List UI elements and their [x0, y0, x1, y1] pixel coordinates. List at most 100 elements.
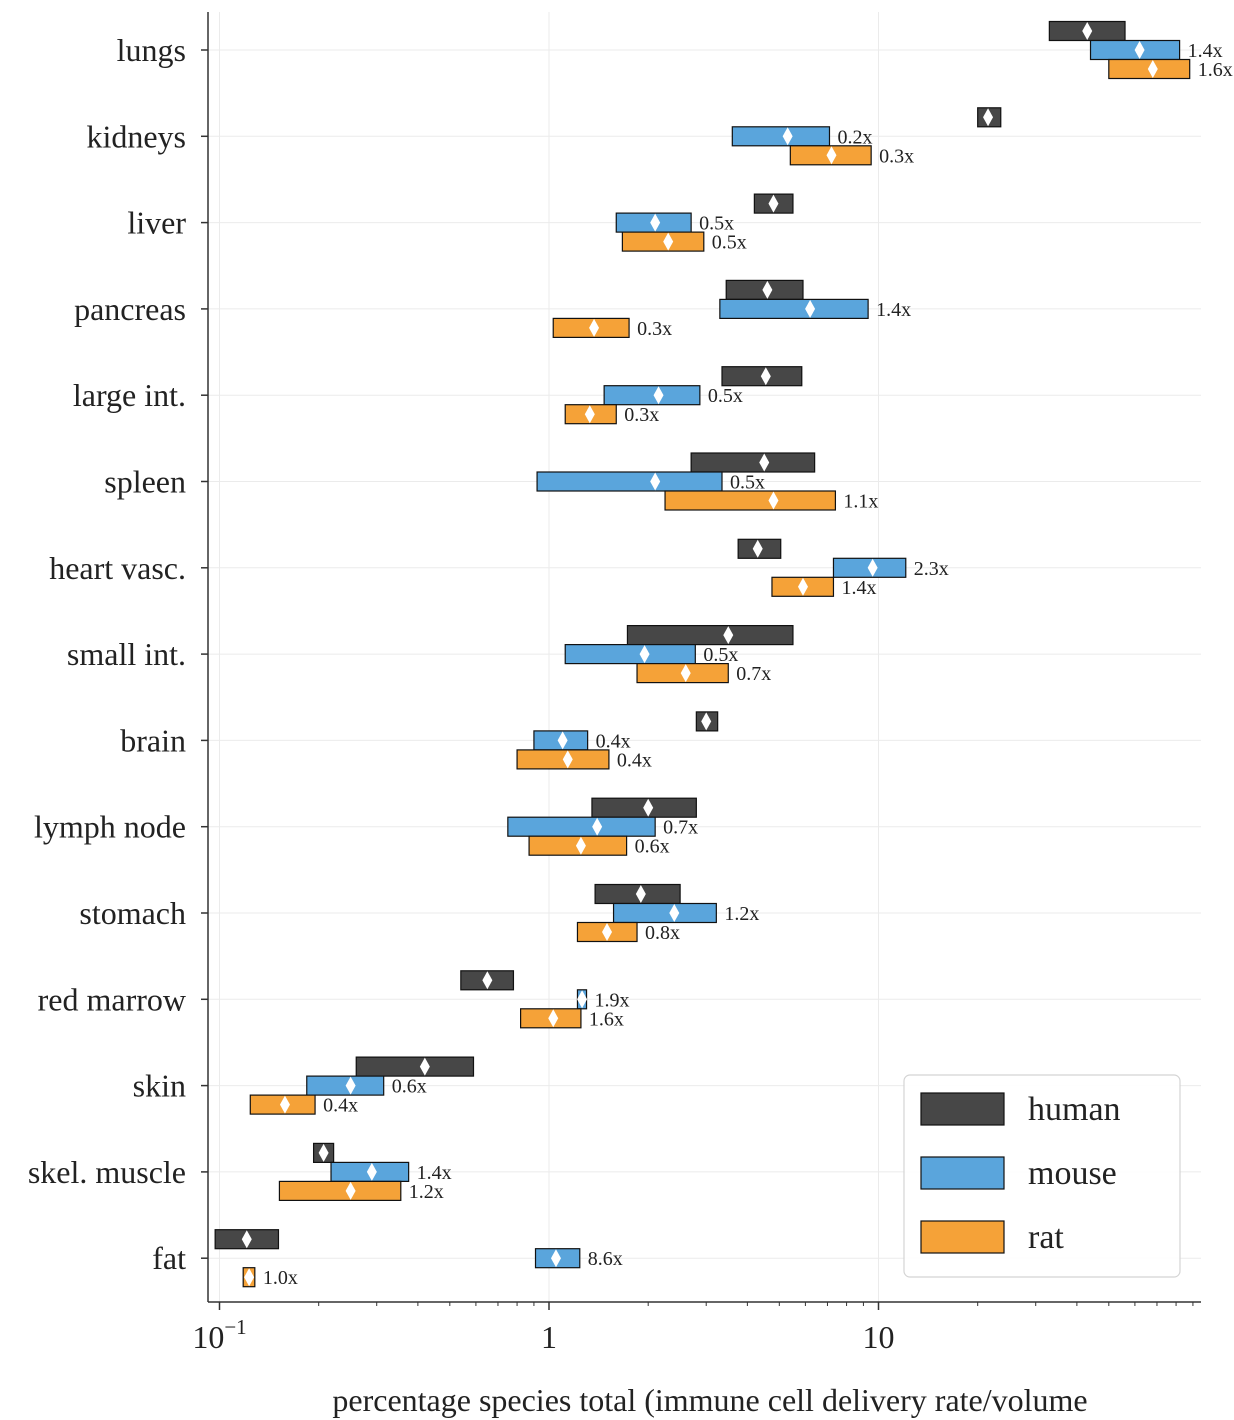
mouse-range-bar [536, 471, 723, 492]
mouse-ratio-label: 1.9x [595, 989, 630, 1011]
human-median-marker [752, 539, 763, 558]
y-tick-label: lungs [117, 32, 186, 68]
rat-ratio-label: 0.7x [736, 663, 771, 685]
human-median-marker [643, 798, 654, 817]
mouse-range-bar [306, 1075, 385, 1096]
human-median-marker [762, 280, 773, 299]
rat-median-marker [548, 1009, 559, 1028]
legend-label-rat: rat [1028, 1219, 1064, 1256]
rat-ratio-label: 1.1x [843, 491, 878, 513]
rat-median-marker [244, 1268, 255, 1287]
legend-swatch-human [920, 1092, 1005, 1126]
mouse-ratio-label: 0.6x [392, 1076, 427, 1098]
human-range-bar [355, 1056, 475, 1077]
rat-range-bar [278, 1180, 402, 1202]
mouse-ratio-label: 2.3x [914, 558, 949, 580]
mouse-median-marker [1134, 41, 1145, 59]
x-tick-label: 10 [863, 1319, 895, 1355]
y-tick-label: liver [127, 205, 186, 241]
rat-ratio-label: 1.6x [589, 1008, 624, 1030]
mouse-median-marker [639, 645, 650, 664]
rat-median-marker [602, 923, 613, 941]
rat-ratio-label: 0.6x [635, 836, 670, 858]
mouse-median-marker [366, 1162, 377, 1181]
x-axis-label: percentage species total (immune cell de… [332, 1382, 1087, 1418]
rat-median-marker [680, 664, 691, 683]
rat-median-marker [279, 1095, 290, 1114]
y-tick-label: kidneys [86, 118, 186, 154]
mouse-median-marker [650, 213, 661, 232]
rat-ratio-label: 1.4x [841, 577, 876, 599]
rat-median-marker [575, 836, 586, 855]
rat-range-bar [621, 231, 705, 252]
mouse-ratio-label: 0.5x [730, 472, 765, 494]
human-median-marker [241, 1230, 252, 1249]
rat-ratio-label: 0.3x [637, 318, 672, 340]
human-median-marker [1082, 22, 1093, 40]
rat-median-marker [797, 577, 808, 596]
mouse-range-bar [719, 298, 869, 319]
rat-median-marker [768, 491, 779, 510]
mouse-range-bar [507, 816, 656, 837]
mouse-median-marker [592, 817, 603, 836]
y-tick-label: large int. [73, 377, 186, 413]
rat-median-marker [584, 405, 595, 424]
legend-label-mouse: mouse [1028, 1155, 1117, 1192]
legend: human mouse rat [903, 1074, 1181, 1278]
human-median-marker [419, 1057, 430, 1076]
mouse-median-marker [653, 386, 664, 405]
mouse-median-marker [577, 990, 588, 1009]
legend-swatch-rat [920, 1220, 1005, 1254]
y-tick-label: spleen [104, 464, 186, 500]
mouse-ratio-label: 1.4x [1188, 40, 1223, 62]
y-tick-label: pancreas [74, 291, 186, 327]
mouse-ratio-label: 0.7x [663, 817, 698, 839]
mouse-range-bar [731, 126, 831, 147]
rat-ratio-label: 0.4x [617, 749, 652, 771]
y-tick-label: stomach [79, 895, 186, 931]
x-tick-label: 1 [541, 1319, 557, 1355]
mouse-range-bar [603, 385, 701, 406]
axes-layer: lungs kidneys liver pancreas large int. splee… [28, 12, 1201, 1418]
human-range-bar [690, 452, 816, 473]
rat-ratio-label: 1.0x [263, 1267, 298, 1289]
mouse-ratio-label: 0.5x [703, 644, 738, 666]
y-tick-label: lymph node [34, 809, 186, 845]
mouse-median-marker [669, 904, 680, 922]
rat-ratio-label: 0.4x [323, 1095, 358, 1117]
mouse-ratio-label: 0.5x [699, 213, 734, 235]
rat-median-marker [1147, 60, 1158, 78]
human-median-marker [759, 453, 770, 472]
mouse-ratio-label: 1.2x [724, 903, 759, 925]
mouse-range-bar [564, 643, 696, 665]
y-tick-label: skin [133, 1068, 186, 1104]
y-tick-label: heart vasc. [49, 550, 186, 586]
x-tick-exponent: −1 [224, 1315, 246, 1339]
human-range-bar [626, 624, 794, 646]
bars-layer: 1.4x1.6x0.2x0.3x0.5x0.5x1.4x0.3x0.5x0.3x… [214, 20, 1233, 1289]
mouse-median-marker [650, 472, 661, 491]
rat-median-marker [589, 318, 600, 337]
mouse-ratio-label: 1.4x [876, 299, 911, 321]
y-tick-label: red marrow [38, 981, 186, 1017]
mouse-ratio-label: 1.4x [417, 1162, 452, 1184]
mouse-ratio-label: 8.6x [588, 1248, 623, 1270]
human-median-marker [768, 194, 779, 213]
rat-median-marker [562, 750, 573, 769]
x-tick-label: 10−1 [192, 1315, 246, 1355]
human-median-marker [318, 1143, 329, 1162]
human-median-marker [635, 885, 646, 903]
legend-swatch-mouse [920, 1156, 1005, 1190]
rat-range-bar [664, 490, 837, 511]
y-tick-label: small int. [67, 636, 186, 672]
legend-label-human: human [1028, 1091, 1121, 1128]
mouse-median-marker [782, 127, 793, 146]
rat-ratio-label: 0.8x [645, 922, 680, 944]
rat-ratio-label: 1.2x [409, 1181, 444, 1203]
mouse-median-marker [805, 299, 816, 318]
rat-median-marker [663, 232, 674, 251]
rat-median-marker [345, 1181, 356, 1200]
rat-median-marker [826, 146, 837, 165]
